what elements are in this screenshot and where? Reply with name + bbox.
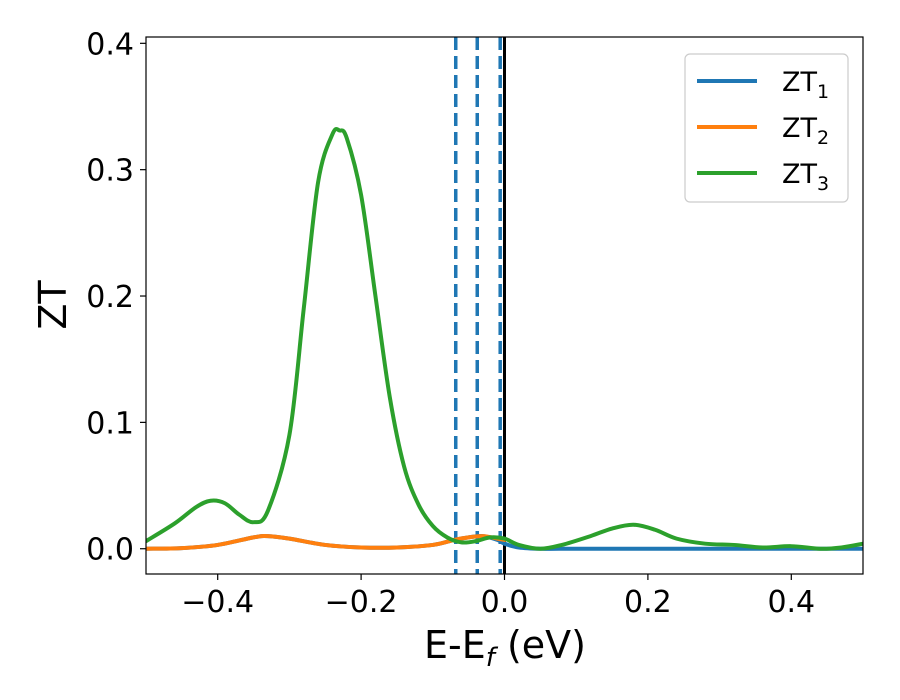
x-axis-label: E-Ef (eV) <box>424 623 586 673</box>
y-tick-label: 0.4 <box>86 27 134 62</box>
legend-box <box>684 53 849 203</box>
series-line-zt2 <box>146 533 507 551</box>
x-tick-label: −0.2 <box>325 585 398 620</box>
x-tick-label: 0.4 <box>767 585 815 620</box>
y-tick-label: 0.0 <box>86 533 134 568</box>
x-axis: −0.4 −0.2 0.0 0.2 0.4 <box>181 574 815 620</box>
legend-label-zt2: ZT2 <box>782 113 829 149</box>
y-axis-label: ZT <box>31 280 75 330</box>
y-tick-label: 0.1 <box>86 406 134 441</box>
y-tick-label: 0.2 <box>86 280 134 315</box>
y-axis: 0.0 0.1 0.2 0.3 0.4 <box>86 27 146 568</box>
legend: ZT1 ZT2 ZT3 <box>684 53 849 203</box>
legend-label-zt3: ZT3 <box>782 159 829 195</box>
x-tick-label: −0.4 <box>181 585 254 620</box>
series-line-zt3 <box>146 126 863 551</box>
y-tick-label: 0.3 <box>86 154 134 189</box>
x-tick-label: 0.0 <box>481 585 529 620</box>
x-tick-label: 0.2 <box>624 585 672 620</box>
legend-label-zt1: ZT1 <box>782 67 829 103</box>
